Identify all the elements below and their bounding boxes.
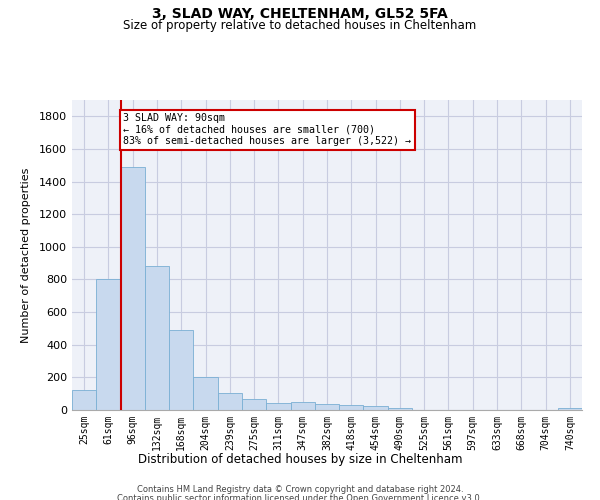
Bar bbox=[558, 408, 582, 410]
Bar bbox=[72, 390, 96, 410]
Bar bbox=[242, 400, 266, 410]
Bar bbox=[266, 402, 290, 410]
Bar bbox=[218, 393, 242, 410]
Bar bbox=[364, 406, 388, 410]
Bar bbox=[315, 404, 339, 410]
Bar bbox=[145, 266, 169, 410]
Text: 3, SLAD WAY, CHELTENHAM, GL52 5FA: 3, SLAD WAY, CHELTENHAM, GL52 5FA bbox=[152, 8, 448, 22]
Bar bbox=[193, 376, 218, 410]
Bar bbox=[339, 405, 364, 410]
Bar bbox=[96, 280, 121, 410]
Y-axis label: Number of detached properties: Number of detached properties bbox=[20, 168, 31, 342]
Text: Distribution of detached houses by size in Cheltenham: Distribution of detached houses by size … bbox=[138, 452, 462, 466]
Bar bbox=[290, 402, 315, 410]
Text: 3 SLAD WAY: 90sqm
← 16% of detached houses are smaller (700)
83% of semi-detache: 3 SLAD WAY: 90sqm ← 16% of detached hous… bbox=[123, 113, 411, 146]
Text: Contains HM Land Registry data © Crown copyright and database right 2024.: Contains HM Land Registry data © Crown c… bbox=[137, 485, 463, 494]
Bar bbox=[388, 408, 412, 410]
Text: Size of property relative to detached houses in Cheltenham: Size of property relative to detached ho… bbox=[124, 19, 476, 32]
Bar bbox=[169, 330, 193, 410]
Text: Contains public sector information licensed under the Open Government Licence v3: Contains public sector information licen… bbox=[118, 494, 482, 500]
Bar bbox=[121, 167, 145, 410]
